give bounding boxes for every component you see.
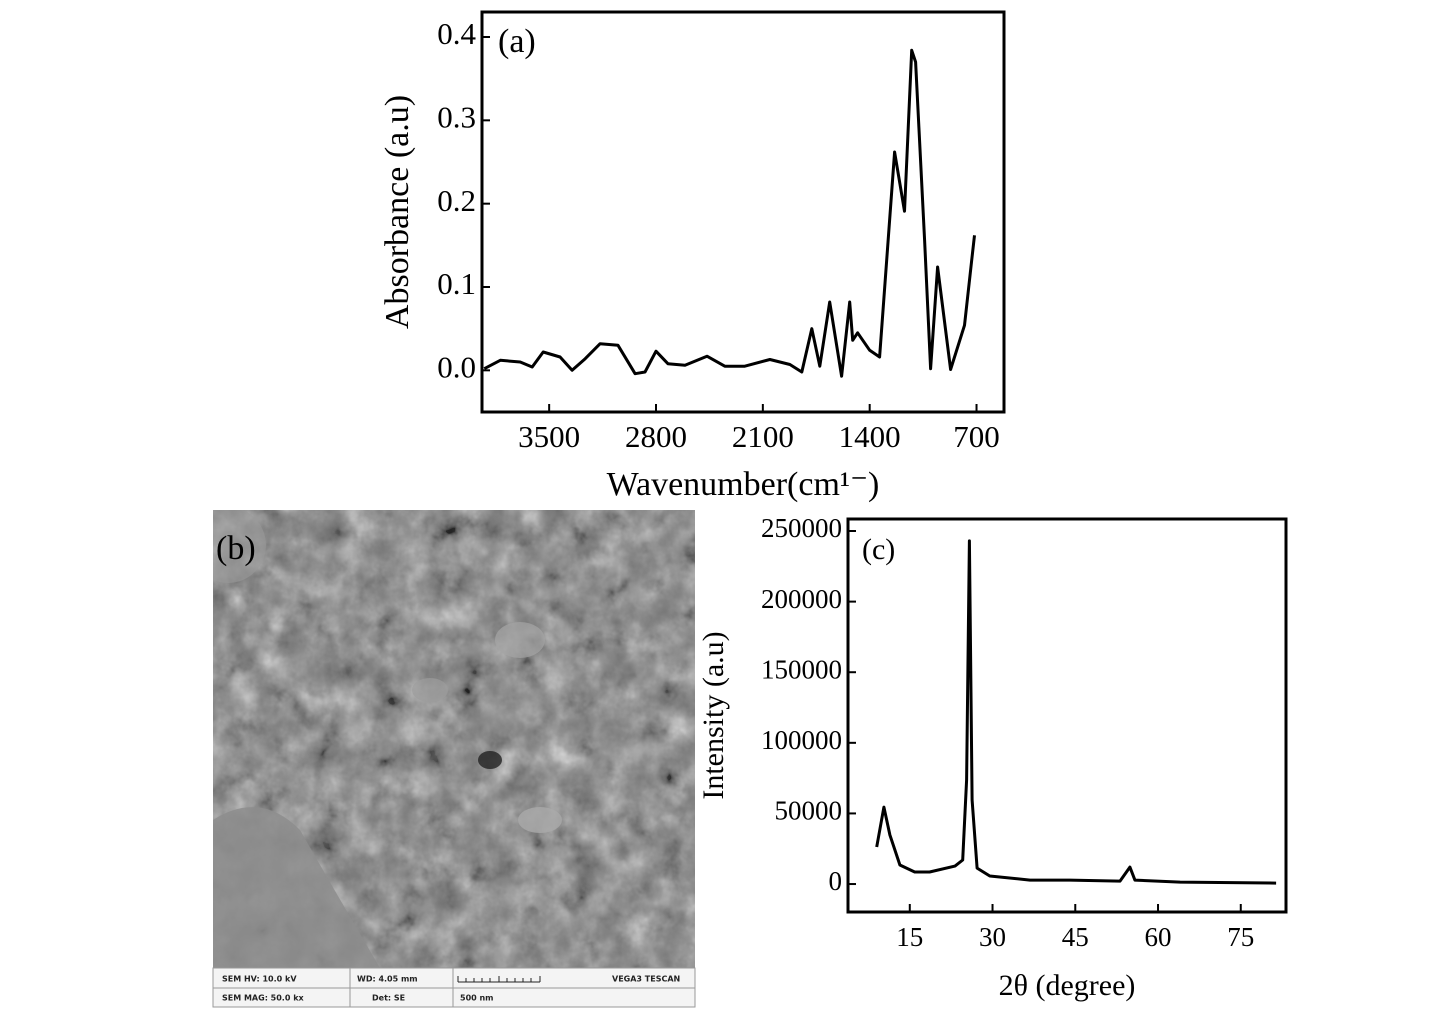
x-tick-label: 30 <box>979 922 1006 952</box>
info-text: VEGA3 TESCAN <box>612 975 680 984</box>
sem-shapes <box>213 510 562 968</box>
y-axis-title: Intensity (a.u) <box>697 631 730 799</box>
x-tick-label: 75 <box>1227 922 1254 952</box>
y-tick-label: 0.4 <box>437 16 476 51</box>
panel-label: (a) <box>498 23 536 60</box>
x-tick-label: 60 <box>1145 922 1172 952</box>
y-tick-label: 50000 <box>775 796 843 826</box>
scale-bar <box>457 976 541 983</box>
y-tick-label: 0.0 <box>437 349 476 384</box>
sem-image: SEM HV: 10.0 kV WD: 4.05 mm VEGA3 TESCAN… <box>212 510 696 1008</box>
y-tick-label: 0.3 <box>437 99 476 134</box>
y-tick-label: 250000 <box>761 513 842 543</box>
x-tick-label: 2100 <box>732 419 794 454</box>
y-axis-title: Absorbance (a.u) <box>379 95 416 329</box>
y-tick-label: 150000 <box>761 654 842 684</box>
x-axis-title: 2θ (degree) <box>999 969 1136 1002</box>
panel-label: (c) <box>862 533 895 566</box>
info-text: SEM HV: 10.0 kV <box>222 975 297 984</box>
y-tick-label: 0 <box>829 866 843 896</box>
plot-frame <box>846 517 1288 914</box>
plot-frame <box>480 10 1006 414</box>
info-text: Det: SE <box>372 994 405 1003</box>
x-tick-label: 15 <box>896 922 923 952</box>
info-text: WD: 4.05 mm <box>357 975 418 984</box>
y-tick-label: 0.1 <box>437 266 476 301</box>
data-line <box>483 48 976 378</box>
x-tick-label: 700 <box>953 419 1000 454</box>
x-tick-label: 2800 <box>625 419 687 454</box>
info-text: 500 nm <box>460 994 494 1003</box>
y-tick-label: 0.2 <box>437 183 476 218</box>
y-tick-label: 100000 <box>761 725 842 755</box>
y-tick-label: 200000 <box>761 584 842 614</box>
x-tick-label: 1400 <box>839 419 901 454</box>
x-axis-title: Wavenumber(cm¹⁻) <box>607 466 880 503</box>
x-tick-label: 45 <box>1062 922 1089 952</box>
x-tick-label: 3500 <box>518 419 580 454</box>
panel-label: (b) <box>216 530 256 567</box>
data-line <box>875 539 1277 885</box>
info-text: SEM MAG: 50.0 kx <box>222 994 305 1003</box>
